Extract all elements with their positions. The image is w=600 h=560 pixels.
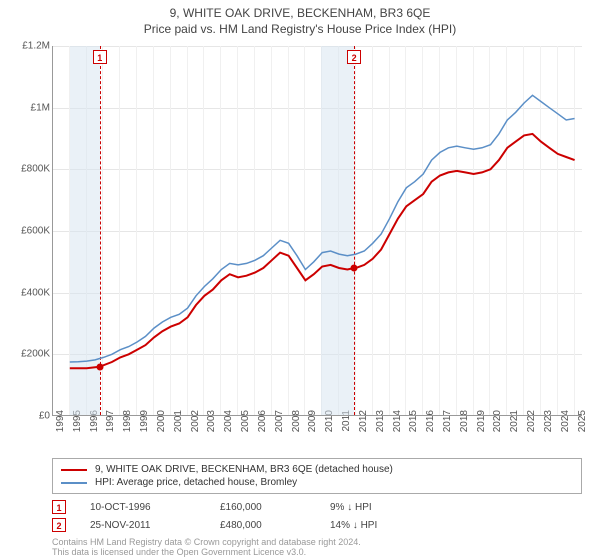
chart-plot-area: 12 <box>52 46 582 416</box>
series-property <box>70 134 575 368</box>
x-axis-label: 2010 <box>324 410 335 450</box>
x-axis-label: 2013 <box>375 410 386 450</box>
sale-record-1: 1 10-OCT-1996 £160,000 9% ↓ HPI <box>52 500 582 514</box>
legend-swatch-property <box>61 469 87 471</box>
sale-date: 10-OCT-1996 <box>90 502 220 513</box>
y-axis-label: £1M <box>6 102 50 113</box>
x-axis-label: 2001 <box>173 410 184 450</box>
sale-marker-box: 2 <box>52 518 66 532</box>
y-axis-label: £600K <box>6 226 50 237</box>
x-axis-label: 2006 <box>257 410 268 450</box>
x-axis-label: 2004 <box>223 410 234 450</box>
x-axis-label: 1996 <box>89 410 100 450</box>
legend-row: 9, WHITE OAK DRIVE, BECKENHAM, BR3 6QE (… <box>61 463 573 476</box>
x-axis-label: 2025 <box>577 410 588 450</box>
x-axis-label: 2023 <box>543 410 554 450</box>
x-axis-label: 1995 <box>72 410 83 450</box>
x-axis-label: 2024 <box>560 410 571 450</box>
x-axis-label: 2020 <box>492 410 503 450</box>
chart-lines <box>53 46 583 416</box>
sale-marker-box: 1 <box>52 500 66 514</box>
sale-price: £480,000 <box>220 520 330 531</box>
x-axis-label: 2016 <box>425 410 436 450</box>
y-axis-label: £800K <box>6 164 50 175</box>
y-axis-label: £1.2M <box>6 41 50 52</box>
x-axis-label: 2007 <box>274 410 285 450</box>
sale-date: 25-NOV-2011 <box>90 520 220 531</box>
y-axis-label: £200K <box>6 349 50 360</box>
x-axis-label: 2017 <box>442 410 453 450</box>
x-axis-label: 2012 <box>358 410 369 450</box>
y-axis-label: £0 <box>6 411 50 422</box>
legend-row: HPI: Average price, detached house, Brom… <box>61 476 573 489</box>
x-axis-label: 1999 <box>139 410 150 450</box>
x-axis-label: 2018 <box>459 410 470 450</box>
x-axis-label: 2005 <box>240 410 251 450</box>
legend-label-property: 9, WHITE OAK DRIVE, BECKENHAM, BR3 6QE (… <box>95 464 393 475</box>
legend-label-hpi: HPI: Average price, detached house, Brom… <box>95 477 297 488</box>
x-axis-label: 2019 <box>476 410 487 450</box>
x-axis-label: 2021 <box>509 410 520 450</box>
chart-legend: 9, WHITE OAK DRIVE, BECKENHAM, BR3 6QE (… <box>52 458 582 494</box>
x-axis-label: 1998 <box>122 410 133 450</box>
y-axis-label: £400K <box>6 287 50 298</box>
sale-delta: 14% ↓ HPI <box>330 520 377 531</box>
chart-subtitle: Price paid vs. HM Land Registry's House … <box>0 20 600 42</box>
sale-record-2: 2 25-NOV-2011 £480,000 14% ↓ HPI <box>52 518 582 532</box>
sale-delta: 9% ↓ HPI <box>330 502 372 513</box>
x-axis-label: 2014 <box>392 410 403 450</box>
x-axis-label: 1997 <box>105 410 116 450</box>
chart-title: 9, WHITE OAK DRIVE, BECKENHAM, BR3 6QE <box>0 0 600 20</box>
x-axis-label: 2008 <box>291 410 302 450</box>
x-axis-label: 2003 <box>206 410 217 450</box>
series-hpi <box>70 95 575 362</box>
x-axis-label: 2009 <box>307 410 318 450</box>
attribution-text: Contains HM Land Registry data © Crown c… <box>52 538 582 558</box>
sale-price: £160,000 <box>220 502 330 513</box>
x-axis-label: 1994 <box>55 410 66 450</box>
x-axis-label: 2022 <box>526 410 537 450</box>
x-axis-label: 2011 <box>341 410 352 450</box>
x-axis-label: 2000 <box>156 410 167 450</box>
legend-swatch-hpi <box>61 482 87 484</box>
x-axis-label: 2002 <box>190 410 201 450</box>
x-axis-label: 2015 <box>408 410 419 450</box>
